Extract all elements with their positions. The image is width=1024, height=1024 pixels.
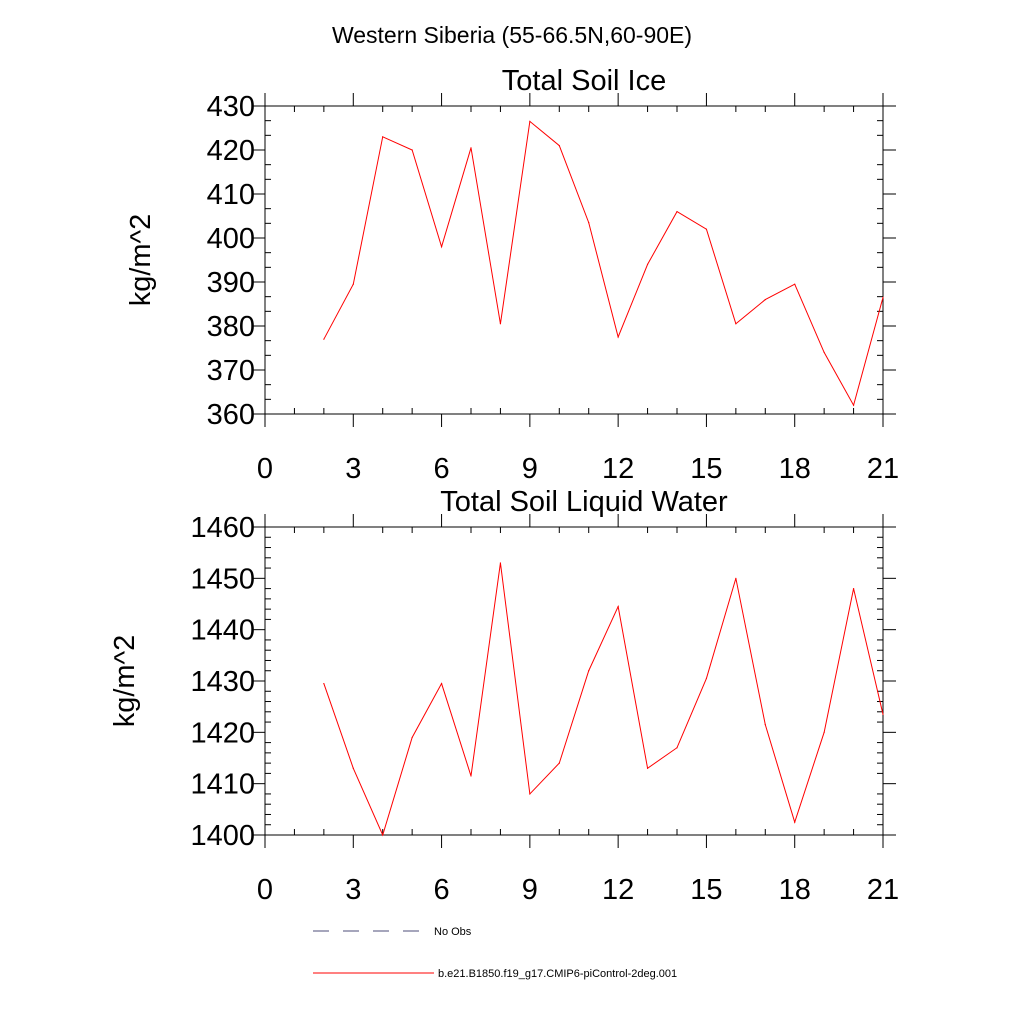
data-point [558,145,560,147]
data-point [529,793,531,795]
x-tick-label: 18 [779,874,811,906]
data-point [470,775,472,777]
y-tick-label: 430 [207,91,255,123]
data-point [882,713,884,715]
data-point [352,767,354,769]
legend-model-label: b.e21.B1850.f19_g17.CMIP6-piControl-2deg… [438,968,677,980]
data-point [735,323,737,325]
data-point [823,351,825,353]
y-tick-label: 360 [207,399,255,431]
data-point [705,677,708,680]
y-tick-label: 1410 [190,769,255,801]
data-point [588,670,590,672]
data-point [382,136,384,138]
plot-frame [264,526,884,836]
data-point [352,283,354,285]
figure-suptitle: Western Siberia (55-66.5N,60-90E) [332,22,692,48]
x-tick-label: 0 [257,453,273,485]
data-point [882,296,884,298]
x-tick-label: 12 [602,874,634,906]
data-point [617,605,619,608]
data-point [852,404,855,406]
data-point [676,211,678,213]
data-point [823,731,825,733]
y-tick-label: 420 [207,135,255,167]
x-tick-label: 21 [867,453,899,485]
legend-no-obs-label: No Obs [434,926,472,938]
x-tick-label: 9 [522,874,538,906]
data-point [646,767,649,769]
data-point [676,747,678,749]
y-tick-label: 1420 [190,717,255,749]
panel-title: Total Soil Liquid Water [440,486,728,518]
data-point [440,682,443,685]
x-tick-label: 21 [867,874,899,906]
x-tick-label: 18 [779,453,811,485]
data-point [705,228,708,230]
series-line [323,562,884,837]
x-tick-label: 6 [434,874,450,906]
data-point [764,724,766,726]
y-tick-label: 1400 [190,820,255,852]
legend: No Obs b.e21.B1850.f19_g17.CMIP6-piContr… [313,926,677,980]
x-tick-label: 9 [522,453,538,485]
y-axis-label: kg/m^2 [109,635,141,728]
y-axis-label: kg/m^2 [125,214,157,307]
data-point [764,299,766,301]
plot-frame [264,105,884,415]
x-tick-label: 3 [345,874,361,906]
y-tick-label: 400 [207,223,255,255]
x-tick-label: 12 [602,453,634,485]
data-point [382,834,384,836]
x-tick-label: 0 [257,874,273,906]
panel-total-soil-ice: Total Soil Ice 0 3 6 9 12 15 18 21 360 370 380 390 40… [125,65,899,485]
data-point [617,336,619,338]
x-tick-label: 3 [345,453,361,485]
data-point [323,682,325,685]
data-point [499,562,502,564]
data-point [470,147,472,149]
data-point [735,577,737,579]
data-point [529,120,531,122]
y-tick-label: 1460 [190,512,255,544]
series-line [323,120,884,407]
data-point [794,283,796,285]
x-tick-label: 6 [434,453,450,485]
y-tick-label: 1450 [190,563,255,595]
data-point [646,263,649,265]
y-tick-label: 380 [207,311,255,343]
y-tick-label: 390 [207,267,255,299]
y-tick-label: 1430 [190,666,255,698]
y-tick-label: 370 [207,355,255,387]
data-point [323,338,325,340]
data-point [440,246,443,248]
panel-total-soil-liquid-water: Total Soil Liquid Water 0 3 6 9 12 15 18 21 1400 1… [109,486,899,906]
x-tick-label: 15 [690,453,722,485]
data-point [411,736,413,739]
x-tick-label: 15 [690,874,722,906]
data-point [588,222,590,224]
data-point [558,762,560,764]
data-point [852,588,855,590]
y-tick-label: 410 [207,179,255,211]
data-point [411,149,413,151]
panel-title: Total Soil Ice [502,65,666,97]
data-point [794,821,796,823]
y-tick-label: 1440 [190,615,255,647]
data-point [499,323,502,325]
